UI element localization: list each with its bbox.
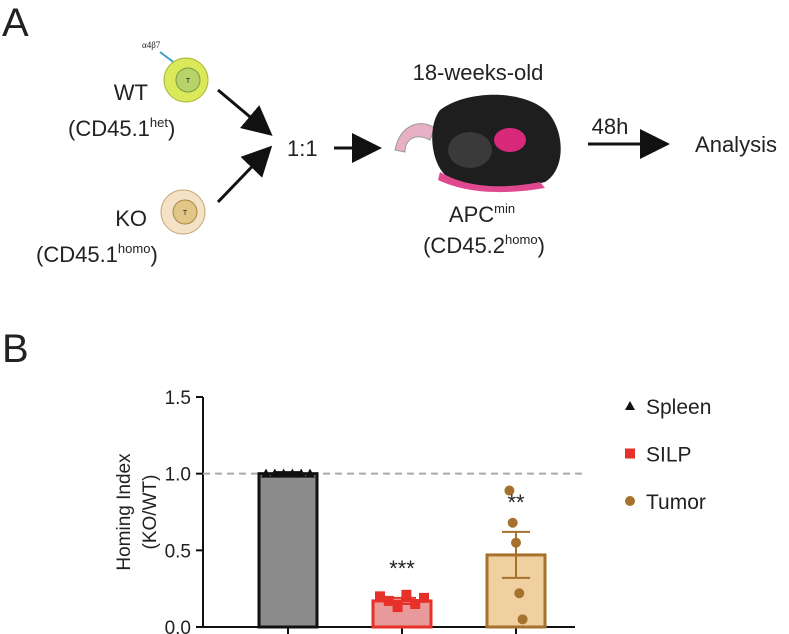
data-point (514, 588, 525, 599)
data-point (504, 485, 515, 496)
data-point (375, 591, 385, 602)
data-point (392, 602, 403, 613)
time: 48h (592, 114, 629, 139)
legend-label: SILP (646, 444, 692, 467)
close: ) (538, 233, 545, 258)
cell-letter: T (183, 210, 188, 217)
wt-name: WT (114, 80, 148, 105)
result: Analysis (695, 132, 777, 157)
panel-label: B (2, 327, 29, 371)
legend-label: Tumor (646, 491, 706, 514)
arrow (217, 88, 273, 136)
wt-nucleus (175, 67, 201, 93)
legend-marker (625, 496, 635, 506)
error-bar (502, 530, 530, 579)
data-point (401, 589, 412, 600)
y-tick-label: 1.0 (165, 465, 191, 486)
legend-marker (625, 401, 635, 410)
data-point (517, 614, 528, 625)
significance: *** (389, 556, 415, 581)
legend-marker (625, 448, 635, 459)
ko-strain: (CD45.1homo) (36, 241, 158, 267)
y-tick-label: 0.5 (165, 541, 191, 562)
mouse (394, 94, 561, 193)
panel-label: A (2, 1, 29, 45)
arrow (216, 145, 273, 204)
strain: (CD45.2 (423, 233, 505, 258)
significance: ** (507, 490, 525, 515)
sup: homo (118, 241, 151, 256)
y-axis-label: (KO/WT) (140, 475, 161, 550)
close: ) (150, 242, 157, 267)
cell-letter: T (186, 78, 191, 85)
ratio: 1:1 (287, 136, 318, 161)
sup: min (494, 201, 515, 216)
data-point (419, 592, 429, 603)
strain: (CD45.1 (68, 116, 150, 141)
integrin-label: α4β7 (142, 40, 161, 50)
data-point (305, 468, 315, 478)
ko-name: KO (115, 206, 147, 231)
data-point (261, 468, 271, 478)
data-point (507, 517, 518, 528)
error-bar (388, 596, 416, 605)
host: APC (449, 202, 494, 227)
data-point (383, 595, 394, 606)
error-bar (274, 471, 302, 477)
sup: het (150, 115, 168, 130)
ko-nucleus (172, 199, 198, 225)
wt-strain: (CD45.1het) (68, 115, 175, 141)
host-strain: (CD45.2homo) (423, 232, 545, 258)
strain: (CD45.1 (36, 242, 118, 267)
age: 18-weeks-old (413, 60, 544, 85)
host-name: APCmin (449, 201, 515, 227)
close: ) (168, 116, 175, 141)
sup: homo (505, 232, 538, 247)
legend-label: Spleen (646, 396, 711, 419)
y-tick-label: 0.0 (165, 618, 191, 634)
y-tick-label: 1.5 (165, 388, 191, 409)
bar (257, 472, 319, 629)
y-axis-label: Homing Index (114, 453, 135, 571)
